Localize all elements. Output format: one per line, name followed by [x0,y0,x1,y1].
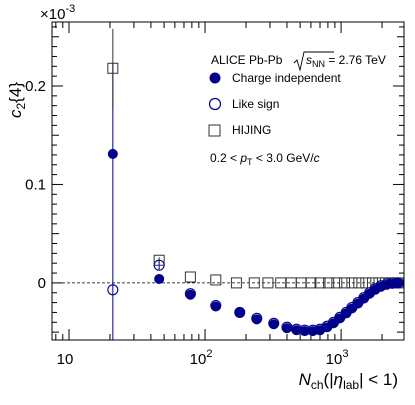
like-sign-point [153,259,165,271]
y-tick-label: 0.1 [25,176,46,193]
charge-independent-point [107,148,118,159]
data-markers [107,62,404,337]
svg-text:c2{4}: c2{4} [6,82,28,118]
legend-entry-charge-independent: Charge independent [209,71,341,85]
x-tick-label: 102 [190,348,213,368]
hijing-point [305,277,317,289]
hijing-point [360,277,372,289]
sqrt-sign [293,51,334,72]
charge-independent-point [251,314,262,325]
hijing-point [153,254,165,266]
hijing-point [346,277,358,289]
x-tick-label: 103 [326,348,349,368]
y-tick-label: 0 [38,275,46,292]
charge-independent-point [281,323,292,334]
y-tick-label: 0.2 [25,78,46,95]
legend-label-charge-independent: Charge independent [232,71,341,85]
charge-independent-point [234,307,245,318]
y-axis: 0 0.1 0.2 [25,26,404,333]
legend-marker-filled-circle [209,72,221,84]
plot-frame [51,21,405,341]
hijing-point [353,277,365,289]
legend-label-like-sign: Like sign [232,97,279,111]
svg-text:ALICE Pb-Pb: ALICE Pb-Pb [211,53,283,67]
legend-marker-open-circle [208,97,222,111]
hijing-point [314,277,326,289]
hijing-point [339,277,351,289]
hijing-point [184,271,196,283]
legend-entry-like-sign: Like sign [208,97,279,111]
hijing-point [230,277,242,289]
like-sign-point [107,284,119,296]
hijing-point [107,62,119,74]
legend-entry-hijing: HIJING [208,123,271,137]
charge-independent-point [291,325,302,336]
x-tick-label: 10 [57,351,74,368]
legend-label-hijing: HIJING [232,123,271,137]
legend-header: ALICE Pb-Pb sNN = 2.76 TeV [211,51,386,72]
hijing-point [248,277,260,289]
legend-marker-open-square [208,124,221,137]
charge-independent-point [185,289,196,300]
svg-text:sNN = 2.76 TeV: sNN = 2.76 TeV [306,53,386,69]
hijing-point [262,277,274,289]
y-multiplier: ×10-3 [40,3,75,23]
charge-independent-point [210,301,221,312]
hijing-point [210,274,222,286]
x-axis: 10 102 103 [55,22,383,368]
charge-independent-point [268,319,279,330]
kinematic-cut-label: 0.2 < pT < 3.0 GeV/c [210,151,320,167]
charge-independent-point [299,326,310,337]
hijing-point [323,277,335,289]
charge-independent-point [154,273,165,284]
error-bars [112,28,160,340]
hijing-point [331,277,343,289]
x-axis-label: Nch(|ηlab| < 1) [299,370,398,392]
charge-independent-point [393,277,404,288]
y-axis-label: c2{4} [6,82,28,118]
